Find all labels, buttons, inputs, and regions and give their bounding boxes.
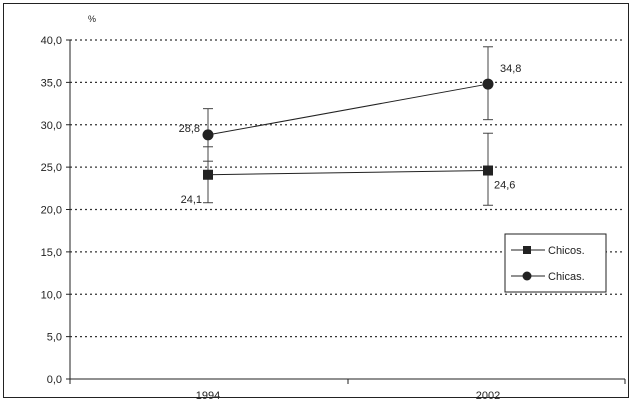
- y-tick-label: 40,0: [41, 35, 62, 47]
- data-point-circle: [482, 78, 494, 90]
- y-tick-label: 35,0: [41, 77, 62, 89]
- x-tick-label: 2002: [476, 390, 500, 402]
- data-label: 24,1: [181, 194, 202, 206]
- legend: Chicos. Chicas.: [504, 233, 607, 293]
- legend-marker-chicas: [522, 271, 532, 281]
- y-tick-labels: 0,0 5,0 10,0 15,0 20,0 25,0 30,0 35,0 40,0: [41, 35, 62, 386]
- grid-lines: [66, 39, 625, 380]
- y-tick-label: 0,0: [47, 374, 62, 386]
- data-label: 34,8: [500, 63, 521, 75]
- chart-frame: [3, 3, 629, 398]
- y-tick-label: 15,0: [41, 247, 62, 259]
- data-point-square: [483, 165, 493, 176]
- x-tick-label: 1994: [196, 390, 220, 402]
- data-point-square: [203, 169, 213, 180]
- y-unit-label: %: [88, 14, 96, 24]
- data-label: 28,8: [179, 123, 200, 135]
- series-line: [207, 170, 489, 176]
- y-tick-label: 25,0: [41, 162, 62, 174]
- data-point-circle: [202, 129, 214, 141]
- series-chicas: 28,8 34,8: [179, 46, 521, 162]
- y-tick-label: 20,0: [41, 205, 62, 217]
- y-tick-label: 10,0: [41, 289, 62, 301]
- series-chicos: 24,1 24,6: [181, 132, 515, 206]
- series-line: [207, 83, 489, 136]
- legend-label-chicas: Chicas.: [548, 271, 585, 283]
- legend-label-chicos: Chicos.: [548, 245, 585, 257]
- y-tick-label: 30,0: [41, 120, 62, 132]
- x-tick-labels: 1994 2002: [69, 379, 626, 402]
- legend-marker-chicos: [523, 246, 531, 254]
- data-label: 24,6: [494, 180, 515, 192]
- y-tick-label: 5,0: [47, 332, 62, 344]
- legend-box: [504, 233, 607, 293]
- series: 24,1 24,6 28,8 34,8: [179, 46, 521, 206]
